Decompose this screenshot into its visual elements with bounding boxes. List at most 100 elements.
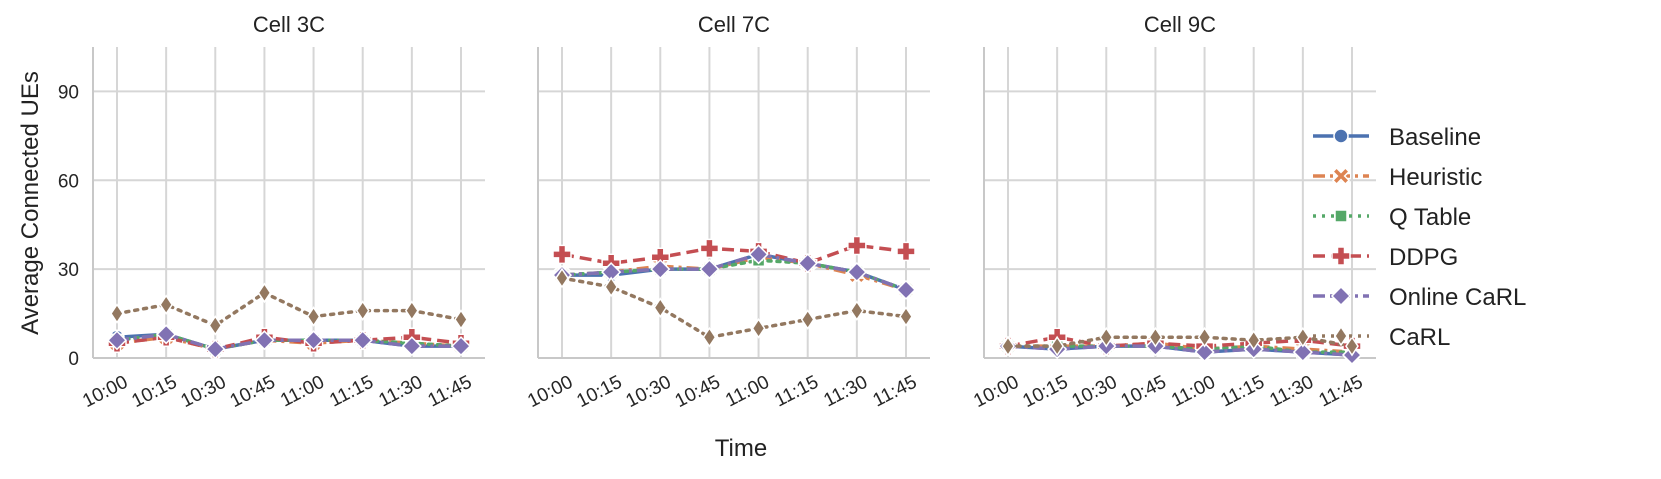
data-point bbox=[306, 306, 321, 327]
data-point bbox=[205, 339, 226, 360]
data-point bbox=[355, 300, 370, 321]
data-point bbox=[748, 244, 769, 265]
data-point bbox=[653, 297, 668, 318]
series-carl bbox=[110, 282, 468, 336]
data-point bbox=[1050, 335, 1065, 357]
data-point bbox=[699, 238, 720, 259]
data-point bbox=[797, 253, 818, 274]
x-tick-label: 10:15 bbox=[1020, 372, 1072, 412]
data-point bbox=[454, 309, 468, 330]
data-point bbox=[257, 282, 272, 304]
data-point bbox=[1246, 329, 1261, 351]
data-point bbox=[1001, 335, 1015, 357]
data-point bbox=[352, 330, 373, 351]
x-tick-label: 11:00 bbox=[277, 372, 328, 412]
y-tick-label: 90 bbox=[58, 82, 79, 103]
data-point bbox=[1194, 342, 1215, 363]
x-tick-label: 11:15 bbox=[771, 372, 822, 412]
x-tick-label: 10:00 bbox=[79, 372, 131, 412]
x-tick-label: 10:00 bbox=[970, 372, 1022, 412]
x-tick-label: 11:45 bbox=[425, 372, 476, 412]
x-tick-label: 11:00 bbox=[722, 372, 773, 412]
x-tick-label: 11:30 bbox=[375, 372, 426, 412]
legend-label: Q Table bbox=[1389, 204, 1471, 231]
data-point bbox=[1345, 335, 1359, 357]
panel-title: Cell 9C bbox=[1144, 12, 1216, 37]
data-point bbox=[1295, 326, 1310, 348]
x-tick-label: 10:15 bbox=[129, 372, 181, 412]
legend-item: Heuristic bbox=[1313, 164, 1482, 191]
y-tick-label: 60 bbox=[58, 171, 79, 192]
data-point bbox=[899, 306, 913, 327]
series-online-carl bbox=[997, 336, 1363, 366]
data-point bbox=[702, 326, 717, 348]
data-point bbox=[106, 330, 128, 351]
legend-marker bbox=[1331, 166, 1351, 186]
x-tick-label: 10:15 bbox=[574, 372, 626, 412]
series-online-carl bbox=[551, 244, 917, 300]
data-point bbox=[450, 336, 472, 357]
legend-label: DDPG bbox=[1389, 244, 1458, 271]
panel-1: Cell 7C10:0010:1510:3010:4511:0011:1511:… bbox=[524, 12, 930, 412]
data-point bbox=[847, 235, 867, 256]
data-point bbox=[208, 315, 223, 336]
data-point bbox=[1197, 326, 1212, 348]
legend-item: DDPG bbox=[1313, 244, 1458, 271]
x-tick-label: 10:45 bbox=[672, 372, 724, 412]
panel-title: Cell 3C bbox=[253, 12, 325, 37]
legend-label: Heuristic bbox=[1389, 164, 1482, 191]
data-point bbox=[254, 330, 275, 351]
panel-title: Cell 7C bbox=[698, 12, 770, 37]
x-tick-label: 11:15 bbox=[326, 372, 377, 412]
data-point bbox=[849, 300, 864, 321]
series-line bbox=[115, 290, 463, 328]
data-point bbox=[896, 241, 916, 262]
data-point bbox=[751, 318, 766, 339]
panel-2: Cell 9C10:0010:1510:3010:4511:0011:1511:… bbox=[970, 12, 1376, 412]
legend-marker bbox=[1330, 285, 1352, 307]
legend-item: Online CaRL bbox=[1313, 284, 1526, 311]
data-point bbox=[404, 300, 419, 321]
x-tick-label: 10:30 bbox=[1069, 372, 1121, 412]
data-point bbox=[110, 303, 124, 324]
data-point bbox=[800, 309, 815, 330]
legend-item: CaRL bbox=[1313, 324, 1450, 351]
legend-label: Online CaRL bbox=[1389, 284, 1526, 311]
data-point bbox=[604, 276, 619, 298]
data-point bbox=[156, 324, 177, 345]
x-tick-label: 11:30 bbox=[820, 372, 871, 412]
data-point bbox=[552, 244, 572, 265]
panel-0: Cell 3C030609010:0010:1510:3010:4511:001… bbox=[58, 12, 485, 412]
legend-marker bbox=[1331, 246, 1351, 266]
panels: Cell 3C030609010:0010:1510:3010:4511:001… bbox=[58, 12, 1376, 412]
legend-marker bbox=[1333, 128, 1349, 144]
data-point bbox=[846, 262, 867, 283]
x-tick-label: 10:45 bbox=[227, 372, 279, 412]
series-line bbox=[116, 332, 461, 351]
series-line bbox=[1006, 335, 1354, 348]
legend-marker bbox=[1334, 325, 1348, 347]
data-point bbox=[303, 330, 324, 351]
series-carl bbox=[555, 267, 913, 348]
data-point bbox=[699, 259, 720, 280]
data-point bbox=[401, 336, 422, 357]
data-point bbox=[159, 294, 174, 316]
legend: Baseline Heuristic Q Table DDPG Online CaRL C… bbox=[1313, 124, 1526, 351]
legend-label: CaRL bbox=[1389, 324, 1450, 351]
x-tick-label: 10:30 bbox=[178, 372, 230, 412]
data-point bbox=[1099, 326, 1114, 348]
x-tick-label: 10:30 bbox=[623, 372, 675, 412]
x-tick-label: 11:00 bbox=[1168, 372, 1219, 412]
data-point bbox=[1292, 342, 1313, 363]
y-tick-label: 0 bbox=[68, 349, 79, 370]
y-tick-label: 30 bbox=[58, 260, 79, 281]
legend-item: Baseline bbox=[1313, 124, 1481, 151]
x-tick-label: 10:00 bbox=[524, 372, 576, 412]
x-tick-label: 11:15 bbox=[1217, 372, 1268, 412]
legend-marker bbox=[1334, 209, 1348, 223]
data-point bbox=[1148, 326, 1163, 348]
x-tick-label: 11:30 bbox=[1266, 372, 1317, 412]
x-tick-label: 11:45 bbox=[870, 372, 921, 412]
data-point bbox=[650, 259, 671, 280]
